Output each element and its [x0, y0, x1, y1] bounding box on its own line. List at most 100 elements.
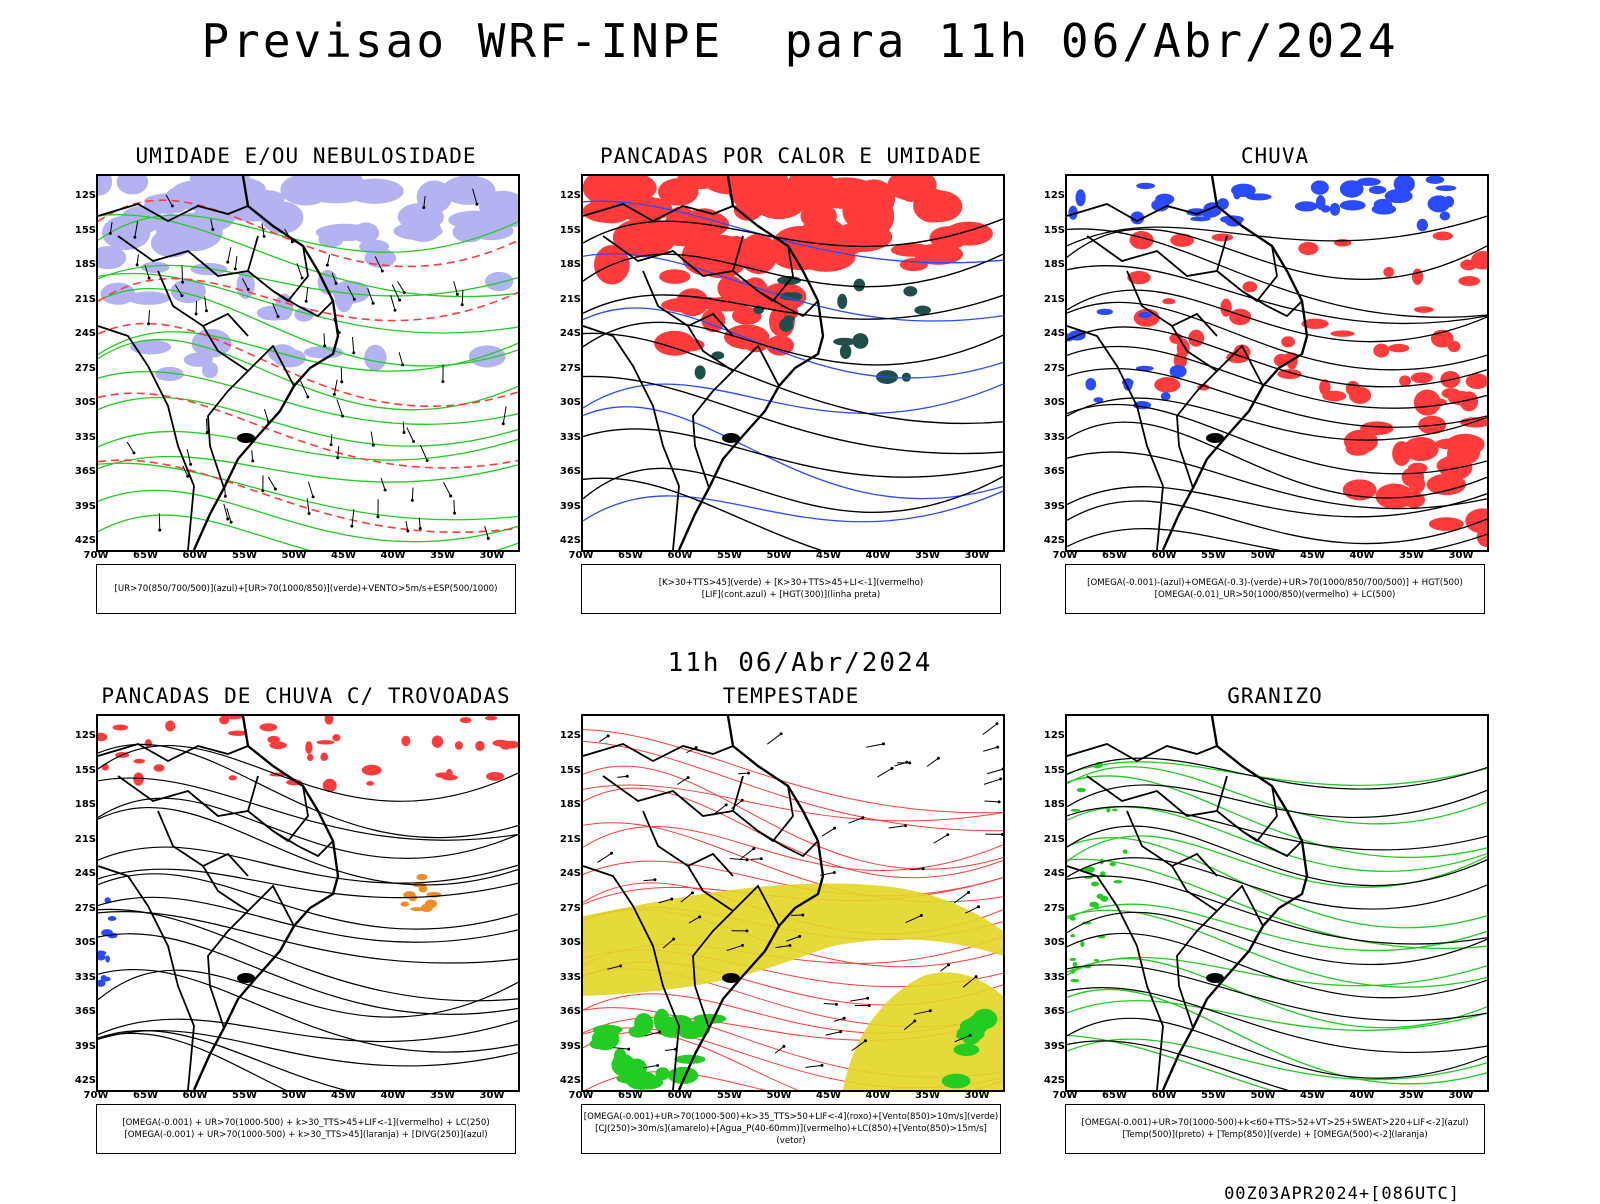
wind-vector	[805, 1065, 822, 1067]
wind-vector	[996, 746, 999, 749]
wind-vector	[475, 203, 478, 206]
temperature-850-contour	[1109, 862, 1116, 866]
forecast-map	[96, 714, 520, 1092]
wind-vector	[922, 867, 925, 870]
wind-vector	[127, 442, 134, 453]
temperature-850-contour	[1067, 1035, 1487, 1090]
wind-vector	[967, 891, 970, 894]
wind-vector	[340, 380, 343, 383]
wind-vector	[760, 857, 763, 860]
wind-vector	[441, 380, 444, 383]
wind-vector	[109, 232, 112, 235]
wind-vector	[658, 1031, 661, 1034]
wind-vector	[741, 799, 744, 802]
rain-area	[1403, 492, 1425, 508]
latitude-tick-label: 12S	[62, 730, 96, 741]
thunderstorm-area	[267, 736, 280, 744]
geopotential-500-contour	[1067, 290, 1487, 342]
latitude-tick-label: 39S	[1031, 501, 1065, 512]
map-canvas	[583, 716, 1003, 1090]
latitude-tick-label: 18S	[1031, 259, 1065, 270]
country-border	[1067, 866, 1163, 1090]
wind-vector	[738, 773, 748, 774]
wind-vector	[443, 482, 450, 496]
latitude-tick-label: 15S	[1031, 225, 1065, 236]
humidity-area	[202, 362, 218, 379]
low-level-jet-area	[942, 1074, 971, 1089]
wind-vector	[619, 964, 622, 967]
wind-vector	[224, 495, 227, 498]
wind-vector	[891, 767, 894, 770]
wind-vector	[158, 529, 161, 532]
humidity-area	[335, 283, 354, 312]
instability-area	[914, 305, 931, 314]
wind-vector	[235, 256, 237, 269]
latitude-tick-label: 12S	[547, 730, 581, 741]
wind-vector	[461, 303, 464, 306]
wind-vector	[904, 824, 907, 827]
rain-area	[1154, 377, 1180, 393]
country-border	[248, 236, 258, 271]
latitude-tick-label: 21S	[62, 294, 96, 305]
wind-vector	[913, 1020, 916, 1023]
lagoa-dos-patos	[1206, 973, 1224, 983]
wind-vector	[798, 935, 801, 938]
legend-line: [OMEGA(-0.001)-(azul)+OMEGA(-0.3)-(verde…	[1087, 577, 1463, 589]
wind-vector	[502, 422, 505, 425]
forecast-map	[581, 714, 1005, 1092]
latitude-tick-label: 27S	[62, 903, 96, 914]
heat-convection-area	[659, 269, 690, 284]
latitude-tick-label: 15S	[547, 225, 581, 236]
country-border	[1217, 776, 1227, 811]
wind-vector	[132, 451, 135, 454]
temperature-850-contour	[1123, 849, 1128, 854]
latitude-tick-label: 39S	[547, 501, 581, 512]
wind-vector	[393, 309, 396, 312]
wind-vector	[780, 732, 783, 735]
wind-vector	[398, 299, 401, 302]
wind-vector	[1001, 833, 1003, 836]
latitude-tick-label: 33S	[1031, 432, 1065, 443]
heat-convection-area	[925, 191, 952, 218]
thunderstorm-area	[366, 781, 374, 786]
coastline	[194, 716, 338, 1090]
thunderstorm-area	[485, 716, 497, 720]
wind-vector	[352, 337, 353, 353]
rain-area	[1220, 299, 1231, 317]
low-level-humidity-contour	[98, 490, 518, 541]
latitude-tick-label: 24S	[62, 868, 96, 879]
wind-vector	[181, 281, 184, 284]
wind-vector	[503, 406, 506, 423]
thunderstorm-area	[307, 754, 313, 761]
temperature-850-contour	[1067, 762, 1487, 786]
wind-vector	[665, 1049, 675, 1050]
wind-vector	[412, 488, 413, 501]
omega-area	[1417, 219, 1428, 232]
temperature-850-contour	[1071, 969, 1076, 974]
wind-vector	[338, 446, 339, 458]
wind-vector	[391, 295, 395, 310]
omega-area	[1372, 204, 1396, 215]
streamline	[98, 1030, 518, 1090]
streamline	[98, 1033, 518, 1090]
omega-area	[1190, 216, 1211, 221]
wind-vector	[352, 351, 355, 354]
temperature-850-contour	[1101, 896, 1109, 902]
wind-vector	[820, 1064, 823, 1067]
streamline	[98, 970, 518, 1017]
latitude-tick-label: 42S	[62, 1075, 96, 1086]
panel-legend: [OMEGA(-0.001)+UR>70(1000-500)+k<60+TTS>…	[1065, 1104, 1485, 1154]
omega-area	[1233, 187, 1241, 199]
country-border	[1067, 744, 1217, 761]
humidity-area	[160, 236, 178, 246]
convection-area	[416, 874, 427, 881]
map-canvas	[98, 176, 518, 550]
latitude-tick-label: 27S	[1031, 363, 1065, 374]
rain-area	[1162, 298, 1175, 304]
wind-vector	[401, 363, 404, 366]
wind-vector	[672, 938, 675, 941]
wind-vector	[384, 489, 387, 492]
humidity-area	[364, 345, 386, 371]
